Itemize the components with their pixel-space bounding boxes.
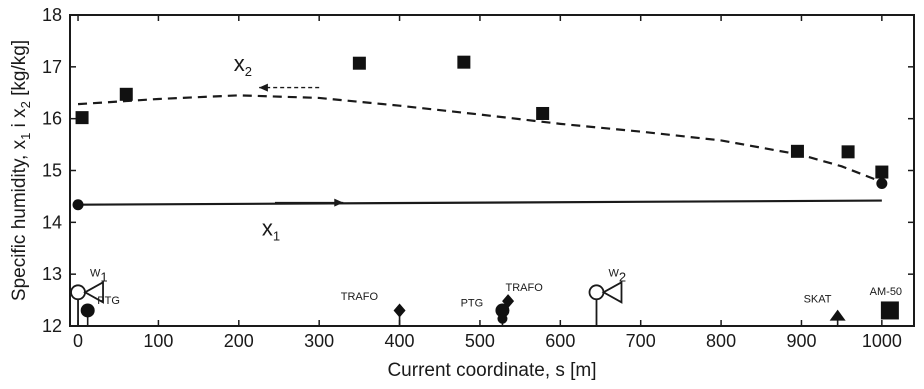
y-tick-label: 17 — [42, 57, 62, 77]
y-tick-label: 13 — [42, 264, 62, 284]
equipment-label: SKAT — [804, 294, 832, 306]
fan-w1-triangle — [83, 280, 104, 304]
ptg2-symbol-lower — [497, 313, 508, 324]
plot-frame — [69, 14, 915, 327]
x-tick-label: 700 — [626, 331, 656, 351]
y-tick-label: 15 — [42, 161, 62, 181]
skat-symbol — [829, 309, 846, 321]
ptg1-symbol — [80, 303, 95, 318]
fan-w2-circle — [588, 284, 605, 301]
x1-series-label: x1 — [262, 215, 280, 243]
x1-point — [876, 177, 888, 189]
fan-w2-triangle — [601, 280, 623, 304]
equipment-label: PTG — [97, 295, 120, 307]
x1-arrow-head — [334, 198, 344, 207]
x-tick-label: 1000 — [862, 331, 902, 351]
x-tick-label: 400 — [385, 331, 415, 351]
trafo2-symbol — [502, 294, 515, 309]
x2-point — [352, 56, 366, 70]
x2-trend-line — [77, 94, 883, 183]
x2-series-label: x2 — [234, 51, 252, 79]
x-axis-title: Current coordinate, s [m] — [387, 360, 596, 381]
x2-point — [119, 87, 133, 101]
x1-line — [78, 199, 882, 206]
trafo1-symbol — [393, 303, 406, 318]
y-tick-label: 12 — [42, 316, 62, 336]
x-tick-label: 600 — [545, 331, 575, 351]
x-tick-label: 100 — [143, 331, 173, 351]
fan-w2-label: W2 — [608, 267, 626, 284]
x2-point — [841, 145, 855, 159]
x-tick-label: 0 — [73, 331, 83, 351]
y-tick-label: 16 — [42, 109, 62, 129]
x-tick-label: 800 — [706, 331, 736, 351]
fan-w1-circle — [70, 284, 86, 301]
fan-w1-label: W1 — [90, 267, 108, 284]
x-tick-label: 200 — [224, 331, 254, 351]
x2-point — [536, 106, 550, 120]
equipment-label: TRAFO — [506, 282, 544, 294]
x-tick-label: 300 — [304, 331, 334, 351]
x2-arrow-head — [258, 83, 268, 92]
y-tick-label: 14 — [42, 212, 62, 232]
x2-point — [75, 111, 89, 125]
x2-point — [790, 144, 804, 158]
am50-symbol — [880, 301, 899, 320]
ptg2-symbol — [495, 303, 510, 318]
x1-point — [72, 199, 84, 211]
x2-point — [875, 165, 889, 179]
x2-point — [457, 55, 471, 69]
equipment-label: PTG — [461, 297, 484, 309]
y-tick-label: 18 — [42, 5, 62, 25]
y-axis-title: Specific humidity, x1 i x2 [kg/kg] — [9, 40, 33, 301]
x-tick-label: 900 — [786, 331, 816, 351]
x-tick-label: 500 — [465, 331, 495, 351]
equipment-label: TRAFO — [341, 291, 379, 303]
equipment-label: AM-50 — [870, 286, 902, 298]
